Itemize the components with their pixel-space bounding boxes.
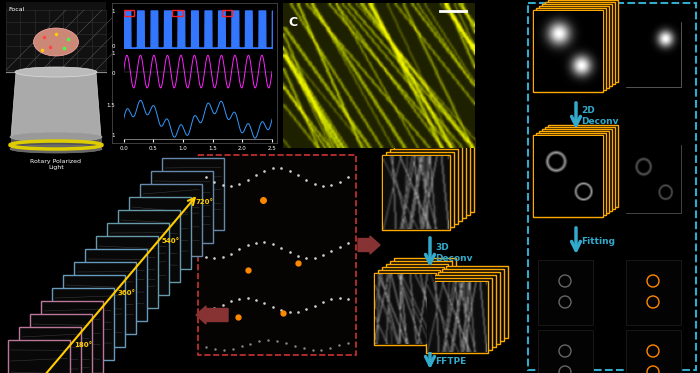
Bar [533,135,603,217]
Text: Rotary Polarized
Light: Rotary Polarized Light [31,159,81,170]
Bar [442,269,504,341]
Ellipse shape [10,145,102,153]
Bar [374,273,436,345]
Bar [438,272,500,344]
Text: 360°: 360° [118,290,136,296]
Text: FFTPE: FFTPE [435,357,466,366]
Text: 720°: 720° [195,199,213,205]
Bar [545,127,615,209]
Bar [406,137,474,212]
Bar [539,131,609,213]
Ellipse shape [34,28,78,56]
Bar [398,143,466,218]
Text: 540°: 540° [162,238,180,244]
Bar [536,133,606,215]
Bar [528,3,696,370]
Bar [382,267,444,339]
Bar [19,327,81,373]
Bar [545,2,615,84]
Bar [151,171,213,243]
FancyArrow shape [358,236,380,254]
Bar [41,301,103,373]
Bar [382,155,450,230]
Bar [626,260,681,325]
Bar [542,4,612,86]
Bar [536,8,606,90]
Bar [538,330,593,373]
Bar [378,270,440,342]
Bar [548,0,618,82]
Polygon shape [11,72,101,137]
Bar [394,146,462,221]
Bar [539,6,609,88]
Text: $G_{dc}$: $G_{dc}$ [378,328,392,341]
Bar [96,236,158,308]
Bar [386,264,448,336]
Bar [386,152,454,227]
Bar [107,223,169,295]
Bar [63,275,125,347]
FancyArrow shape [196,306,228,324]
Text: 3D
Deconv: 3D Deconv [435,243,472,263]
Bar [626,22,681,87]
Ellipse shape [10,132,102,142]
Bar [390,149,458,224]
Bar [538,260,593,325]
Bar [394,258,456,330]
Bar [74,262,136,334]
Bar [402,140,470,215]
Text: Focal: Focal [8,7,25,12]
Text: C: C [288,16,298,29]
Text: $G_{2\omega}$: $G_{2\omega}$ [457,336,473,348]
Ellipse shape [15,67,97,77]
Bar [52,288,114,360]
Bar [129,197,191,269]
Bar [542,129,612,211]
Text: 180°: 180° [74,342,92,348]
Bar [198,155,356,355]
Bar [548,125,618,207]
Bar [626,145,681,213]
Bar [85,249,147,321]
Bar [390,261,452,333]
Text: Fitting: Fitting [581,236,615,245]
Bar [140,184,202,256]
Bar [118,210,180,282]
Bar [446,266,508,338]
Bar [434,275,496,347]
Bar [8,340,70,373]
Bar [426,281,488,353]
Bar [11,137,101,149]
Bar [430,278,492,350]
Bar [626,330,681,373]
Bar [533,10,603,92]
Bar [6,2,106,72]
Bar [30,314,92,373]
Bar [162,158,224,230]
Text: 2D
Deconv: 2D Deconv [581,106,619,126]
